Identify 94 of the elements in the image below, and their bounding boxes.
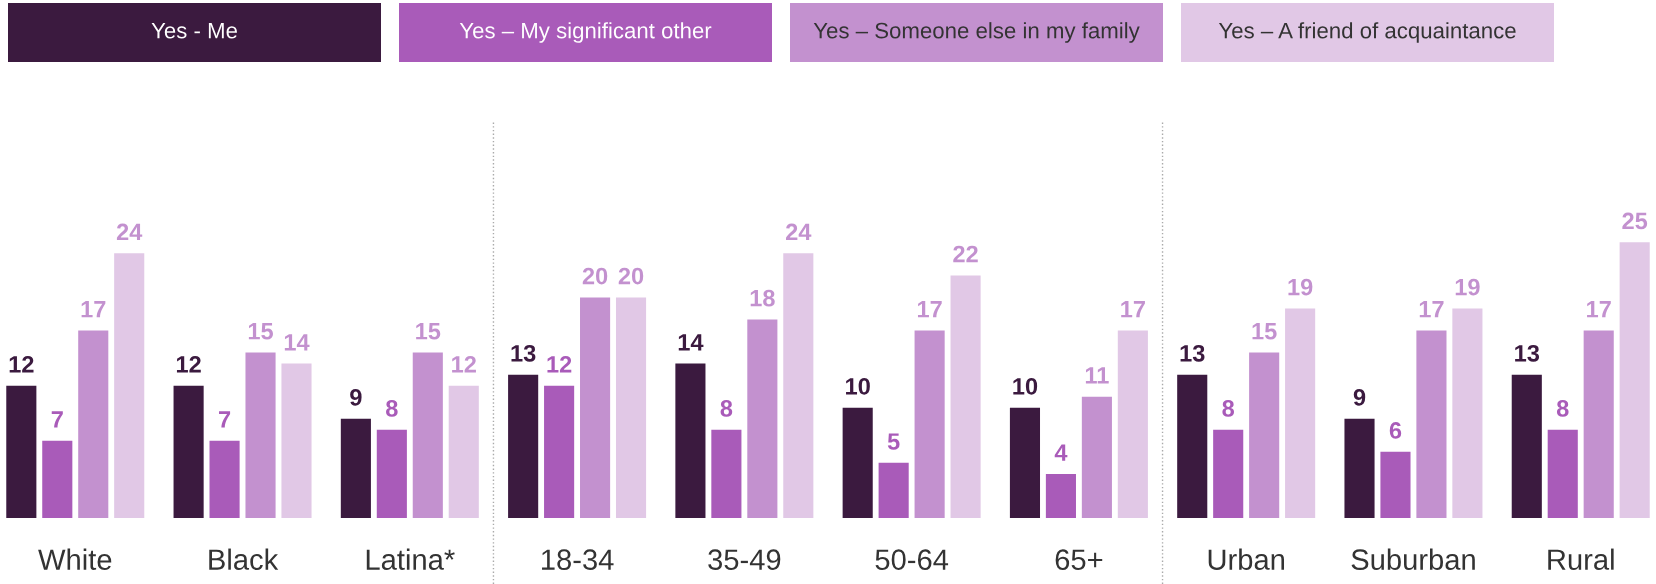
data-label: 18 bbox=[750, 289, 775, 307]
bar bbox=[1380, 451, 1411, 518]
data-label: 12 bbox=[547, 355, 572, 373]
data-label: 5 bbox=[887, 433, 900, 450]
bar bbox=[114, 253, 145, 518]
data-label: 20 bbox=[618, 267, 644, 285]
bar bbox=[209, 440, 240, 518]
bar bbox=[711, 429, 742, 518]
text: Yes – A friend of acquaintance bbox=[1218, 22, 1516, 43]
bar bbox=[1619, 242, 1650, 518]
bar bbox=[914, 330, 945, 518]
data-label: 6 bbox=[1389, 422, 1402, 439]
data-label: 17 bbox=[1419, 301, 1444, 318]
bar bbox=[376, 429, 407, 518]
data-label: 11 bbox=[1085, 367, 1109, 384]
bar bbox=[508, 374, 539, 518]
bar bbox=[173, 385, 204, 518]
bar bbox=[1117, 330, 1148, 518]
bar bbox=[1009, 407, 1041, 518]
x-tick-label: Suburban bbox=[1351, 548, 1475, 570]
bar bbox=[878, 462, 909, 518]
bar bbox=[675, 363, 706, 518]
x-tick-label: Rural bbox=[1548, 548, 1614, 570]
data-label: 15 bbox=[1252, 323, 1277, 340]
data-label: 12 bbox=[9, 355, 34, 373]
bar bbox=[842, 407, 873, 518]
data-label: 22 bbox=[953, 245, 978, 263]
data-label: 15 bbox=[416, 323, 441, 340]
bar bbox=[747, 319, 778, 518]
x-tick-label: 35-49 bbox=[708, 549, 781, 570]
bar bbox=[1583, 330, 1614, 518]
bar bbox=[245, 352, 276, 518]
data-label: 13 bbox=[1515, 344, 1540, 362]
x-tick-label: 50-64 bbox=[875, 549, 949, 570]
text: Yes – My significant other bbox=[459, 22, 712, 43]
data-label: 8 bbox=[1556, 400, 1569, 417]
data-label: 12 bbox=[176, 355, 201, 373]
x-tick-label: Black bbox=[209, 548, 279, 570]
data-label: 14 bbox=[678, 334, 704, 351]
bar bbox=[6, 385, 37, 518]
data-label: 10 bbox=[846, 378, 870, 395]
bar bbox=[1249, 352, 1280, 518]
data-label: 24 bbox=[116, 223, 143, 241]
bar bbox=[1452, 308, 1483, 518]
bar bbox=[783, 253, 814, 518]
bar bbox=[1511, 374, 1542, 518]
text: Yes – Someone else in my family bbox=[813, 22, 1140, 43]
data-label: 10 bbox=[1013, 378, 1038, 395]
data-label: 20 bbox=[582, 267, 608, 285]
bar bbox=[615, 297, 647, 518]
text: Yes - Me bbox=[151, 22, 237, 39]
bar bbox=[544, 385, 575, 518]
bar bbox=[1045, 473, 1076, 518]
data-label: 13 bbox=[511, 344, 536, 362]
bar bbox=[1344, 418, 1375, 518]
data-label: 15 bbox=[248, 323, 273, 340]
data-label: 14 bbox=[284, 334, 310, 351]
bar bbox=[1416, 330, 1447, 518]
data-label: 4 bbox=[1054, 444, 1068, 461]
data-label: 17 bbox=[1587, 301, 1611, 318]
x-tick-label: White bbox=[38, 548, 112, 570]
data-label: 7 bbox=[219, 411, 231, 428]
data-label: 17 bbox=[81, 301, 106, 318]
bar bbox=[78, 330, 109, 518]
bar bbox=[580, 297, 611, 518]
x-tick-label: Urban bbox=[1208, 548, 1285, 570]
data-label: 17 bbox=[917, 301, 942, 318]
data-label: 8 bbox=[386, 400, 398, 417]
bar bbox=[42, 440, 73, 518]
bar bbox=[412, 352, 443, 518]
data-label: 9 bbox=[350, 389, 362, 406]
data-label: 24 bbox=[786, 223, 812, 241]
bar bbox=[1177, 374, 1208, 518]
data-label: 7 bbox=[51, 411, 63, 428]
bar bbox=[340, 418, 371, 518]
data-label: 8 bbox=[1222, 400, 1235, 417]
data-label: 19 bbox=[1455, 278, 1480, 296]
data-label: 9 bbox=[1353, 389, 1366, 406]
x-tick-label: Latina* bbox=[366, 548, 455, 570]
data-label: 12 bbox=[452, 355, 476, 373]
bar bbox=[1285, 308, 1316, 518]
data-label: 17 bbox=[1121, 301, 1145, 318]
x-tick-label: 18-34 bbox=[542, 549, 614, 570]
bar bbox=[281, 363, 312, 518]
data-label: 13 bbox=[1180, 344, 1205, 362]
bar bbox=[1547, 429, 1578, 518]
data-label: 19 bbox=[1288, 278, 1313, 296]
data-label: 25 bbox=[1622, 212, 1648, 230]
x-tick-label: 65+ bbox=[1055, 549, 1103, 570]
bar bbox=[1213, 429, 1244, 518]
bar bbox=[1081, 396, 1112, 518]
bar bbox=[950, 275, 981, 518]
bar bbox=[448, 385, 479, 518]
data-label: 8 bbox=[720, 400, 733, 417]
